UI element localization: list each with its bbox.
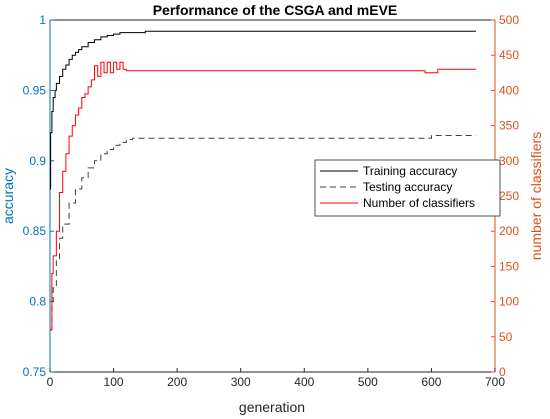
x-tick-label: 300 — [231, 375, 251, 389]
legend-label-training: Training accuracy — [363, 164, 457, 178]
series-group — [50, 30, 476, 331]
y-right-tick-label: 250 — [499, 189, 519, 203]
x-axis-ticks: 0 100 200 300 400 500 600 700 — [47, 368, 505, 389]
y-right-axis-title: number of classifiers — [528, 132, 544, 260]
series-line-testing-accuracy — [50, 134, 476, 331]
legend-box — [314, 159, 501, 217]
x-tick-label: 200 — [167, 375, 187, 389]
y-right-tick-label: 200 — [499, 224, 519, 238]
y-right-tick-label: 450 — [499, 48, 519, 62]
y-right-tick-label: 150 — [499, 259, 519, 273]
y-left-tick-label: 0.75 — [23, 365, 47, 379]
chart-title: Performance of the CSGA and mEVE — [153, 2, 398, 18]
x-tick-label: 100 — [104, 375, 124, 389]
x-tick-label: 500 — [358, 375, 378, 389]
legend: Training accuracy Testing accuracy Numbe… — [314, 159, 501, 217]
legend-label-testing: Testing accuracy — [363, 180, 452, 194]
x-tick-label: 700 — [485, 375, 505, 389]
y-left-tick-label: 0.85 — [23, 224, 47, 238]
legend-label-classifiers: Number of classifiers — [363, 196, 475, 210]
y-left-axis-title: accuracy — [0, 168, 16, 224]
y-right-tick-label: 100 — [499, 295, 519, 309]
y-right-tick-label: 400 — [499, 83, 519, 97]
y-right-tick-label: 500 — [499, 13, 519, 27]
y-left-tick-label: 0.8 — [29, 295, 46, 309]
y-left-tick-label: 1 — [39, 13, 46, 27]
y-right-tick-label: 350 — [499, 119, 519, 133]
x-tick-label: 600 — [421, 375, 441, 389]
x-tick-label: 400 — [294, 375, 314, 389]
y-right-tick-label: 0 — [499, 365, 506, 379]
x-tick-label: 0 — [47, 375, 54, 389]
x-axis-title: generation — [239, 399, 305, 415]
y-left-tick-label: 0.95 — [23, 83, 47, 97]
y-left-tick-label: 0.9 — [29, 154, 46, 168]
y-right-tick-label: 300 — [499, 154, 519, 168]
y-right-axis-ticks: 0 50 100 150 200 250 300 350 400 450 500 — [491, 13, 519, 379]
series-line-training-accuracy — [50, 30, 476, 190]
series-line-number-of-classifiers — [50, 61, 476, 331]
y-right-tick-label: 50 — [499, 330, 513, 344]
y-left-axis-ticks: 0.75 0.8 0.85 0.9 0.95 1 — [23, 13, 54, 379]
